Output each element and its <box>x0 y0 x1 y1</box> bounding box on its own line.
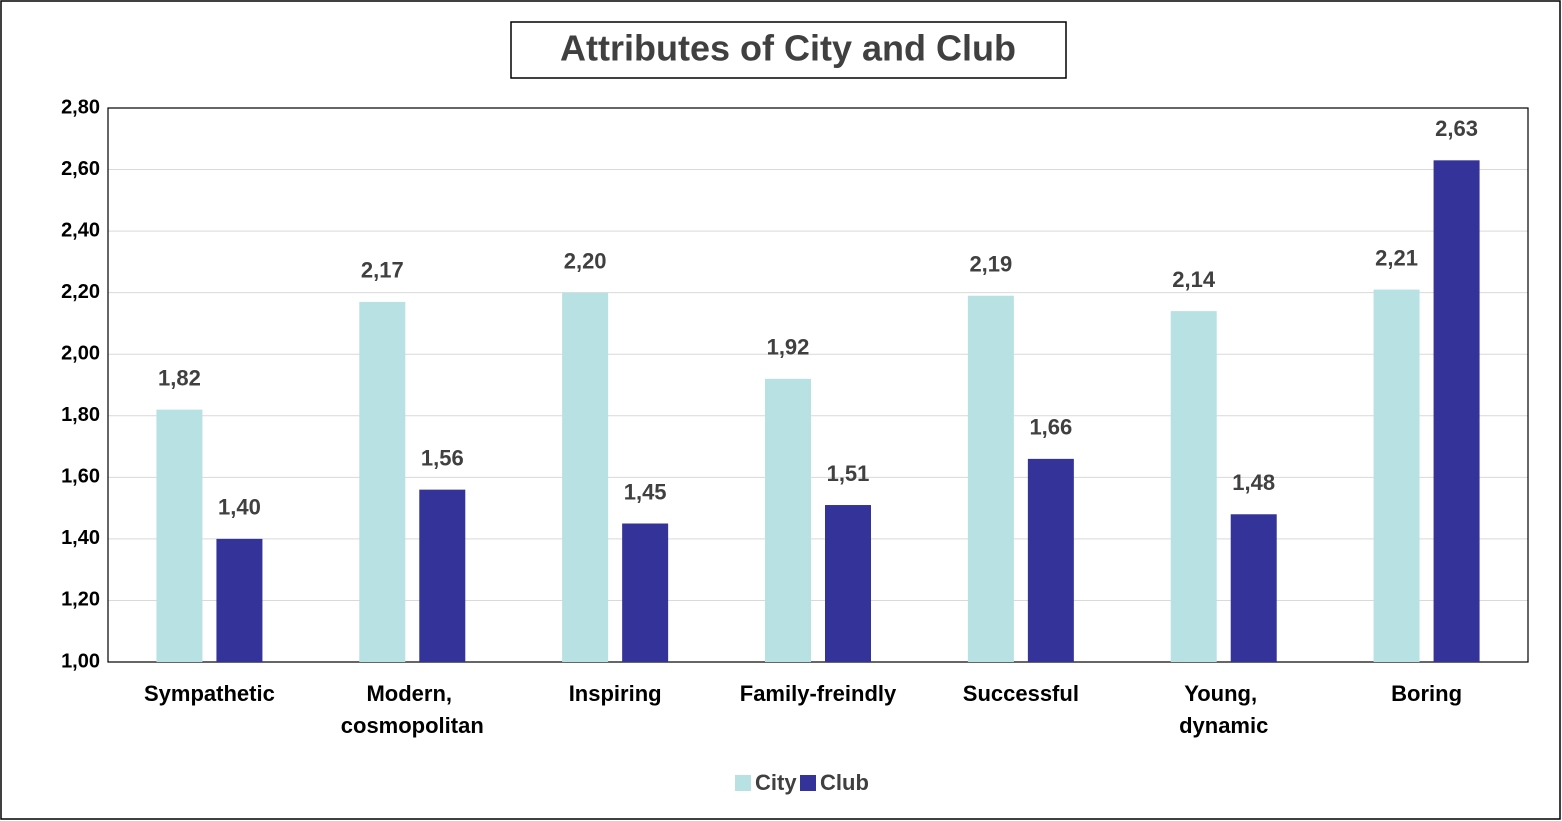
y-tick-label: 2,80 <box>61 96 100 118</box>
legend-swatch <box>735 775 751 791</box>
x-tick-label: Sympathetic <box>144 681 275 706</box>
legend-label: Club <box>820 770 869 795</box>
bar <box>419 489 466 662</box>
y-tick-label: 2,60 <box>61 158 100 180</box>
data-label: 2,20 <box>564 248 607 273</box>
data-label: 1,45 <box>624 479 667 504</box>
bar <box>359 301 406 662</box>
y-tick-label: 1,80 <box>61 404 100 426</box>
legend-label: City <box>755 770 797 795</box>
chart-title: Attributes of City and Club <box>560 28 1016 69</box>
x-tick-label: Young, dynamic <box>1179 681 1268 738</box>
data-label: 2,19 <box>969 252 1012 277</box>
bar <box>622 523 669 662</box>
plot-border <box>107 107 1529 663</box>
data-label: 1,48 <box>1232 470 1275 495</box>
x-tick-label: Successful <box>963 681 1079 706</box>
data-label: 1,92 <box>767 335 810 360</box>
legend-swatch <box>800 775 816 791</box>
data-label: 2,63 <box>1435 116 1478 141</box>
y-tick-label: 2,40 <box>61 219 100 241</box>
x-tick-label: Modern, cosmopolitan <box>341 681 484 738</box>
y-tick-label: 1,60 <box>61 466 100 488</box>
bar <box>1027 458 1074 662</box>
data-label: 2,17 <box>361 258 404 283</box>
bar <box>1433 160 1480 663</box>
data-label: 1,40 <box>218 495 261 520</box>
bar <box>825 505 871 662</box>
bar <box>562 292 609 662</box>
data-label: 1,51 <box>827 461 870 486</box>
bar <box>156 409 203 662</box>
y-tick-label: 2,20 <box>61 281 100 303</box>
data-label: 2,21 <box>1375 245 1418 270</box>
x-tick-label: Family-freindly <box>740 681 897 706</box>
y-tick-label: 1,20 <box>61 589 100 611</box>
y-tick-label: 1,00 <box>61 650 100 672</box>
data-label: 1,82 <box>158 365 201 390</box>
y-tick-label: 2,00 <box>61 343 100 365</box>
y-tick-label: 1,40 <box>61 527 100 549</box>
bar <box>1230 514 1277 662</box>
data-label: 2,14 <box>1172 267 1216 292</box>
x-tick-label: Boring <box>1391 681 1462 706</box>
data-label: 1,56 <box>421 445 464 470</box>
bar <box>765 378 811 662</box>
x-tick-label: Inspiring <box>569 681 662 706</box>
bar <box>1170 311 1217 662</box>
data-label: 1,66 <box>1029 415 1072 440</box>
title-box <box>510 21 1067 79</box>
bar <box>216 538 263 662</box>
bar <box>1373 289 1420 662</box>
bar <box>967 295 1014 662</box>
